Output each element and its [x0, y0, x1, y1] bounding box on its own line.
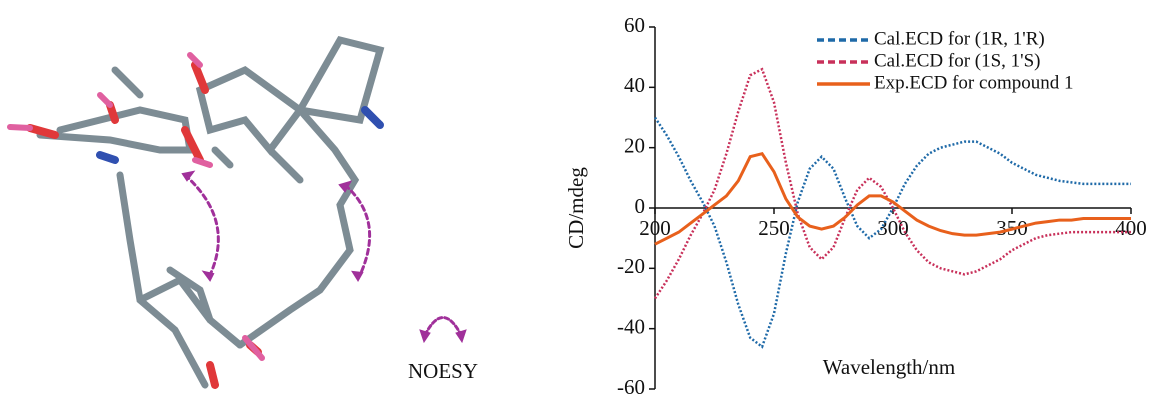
y-tick-label: -20 — [617, 254, 645, 278]
legend-label: Exp.ECD for compound 1 — [874, 72, 1073, 93]
series-line — [655, 69, 1131, 298]
x-tick-label: 250 — [758, 216, 790, 240]
molecule — [10, 40, 466, 385]
x-tick-label: 200 — [639, 216, 671, 240]
y-tick-label: 60 — [624, 13, 645, 37]
noesy-label: NOESY — [408, 359, 478, 383]
y-tick-label: -60 — [617, 375, 645, 399]
legend-label: Cal.ECD for (1R, 1'R) — [874, 28, 1045, 49]
y-tick-label: -40 — [617, 314, 645, 338]
y-tick-label: 0 — [635, 194, 646, 218]
page: {"noesy_label": "NOESY", "chart_data": {… — [0, 0, 1159, 410]
y-axis-label: CD/mdeg — [564, 167, 588, 249]
x-axis-label: Wavelength/nm — [823, 355, 955, 379]
legend-label: Cal.ECD for (1S, 1'S) — [874, 50, 1041, 71]
y-tick-label: 20 — [624, 133, 645, 157]
y-tick-label: 40 — [624, 73, 645, 97]
figure: NOESY Wavelength/nm CD/mdeg -60-40-20020… — [0, 0, 1159, 405]
